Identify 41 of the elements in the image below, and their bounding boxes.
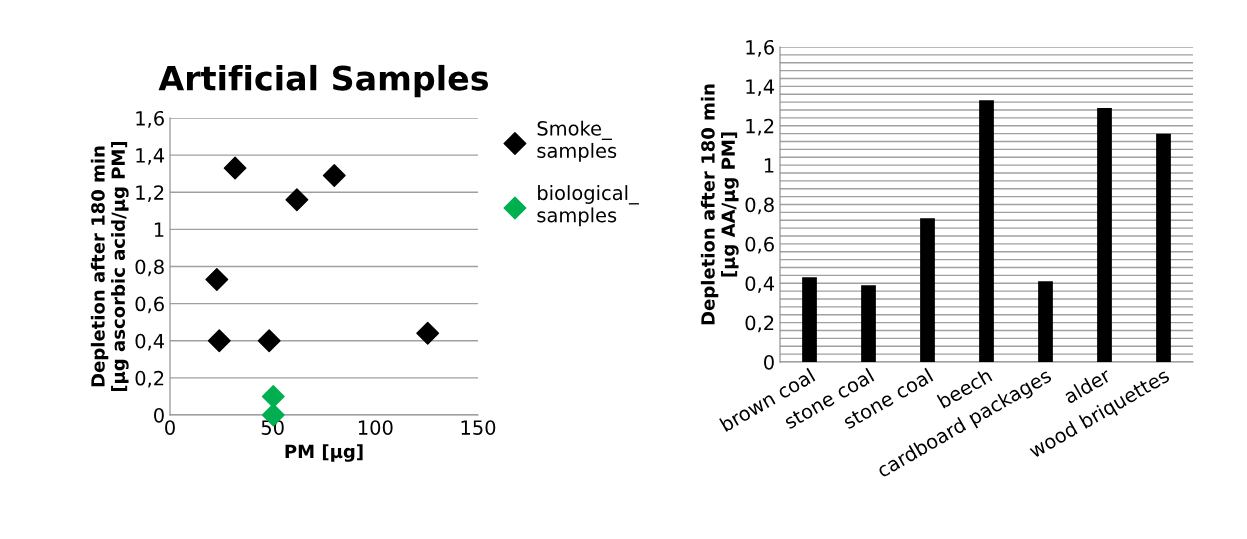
bar <box>1156 133 1171 362</box>
legend-label: Smoke_ samples <box>537 120 617 162</box>
y-tick-label: 0,6 <box>135 296 164 314</box>
y-tick-label: 0,2 <box>135 370 164 388</box>
point <box>257 329 281 353</box>
y-tick-label: 1,4 <box>746 79 775 97</box>
y-tick-label: 0,2 <box>745 315 774 333</box>
y-axis-title: Depletion after 180 min [µg AA/µg PM] <box>700 84 739 325</box>
bar <box>1038 281 1053 362</box>
y-tick-label: 1,2 <box>136 185 164 202</box>
x-tick-label: 150 <box>461 420 496 435</box>
y-tick-label: 1 <box>764 158 774 173</box>
y-tick-label: 0,4 <box>135 333 165 351</box>
y-axis-title: Depletion after 180 min [µg ascorbic acid/µg PM] <box>90 141 129 392</box>
point <box>207 329 231 353</box>
bar <box>861 285 876 362</box>
chart-title: Artificial Samples <box>158 64 489 98</box>
x-tick-label: 100 <box>358 420 393 435</box>
point <box>322 164 346 187</box>
bar <box>802 277 817 362</box>
y-tick-label: 0,6 <box>745 236 774 254</box>
y-tick-label: 1 <box>154 222 164 237</box>
point <box>416 321 440 345</box>
y-tick-label: 1,2 <box>746 118 774 136</box>
point <box>285 188 309 212</box>
x-tick-label: 0 <box>165 420 175 435</box>
y-tick-label: 1,6 <box>136 110 164 128</box>
y-tick-label: 1,6 <box>746 39 774 57</box>
bar <box>979 100 994 362</box>
y-tick-label: 0,8 <box>745 197 774 215</box>
bar <box>1097 108 1112 362</box>
bar <box>920 218 935 362</box>
point <box>205 268 229 291</box>
legend-label: biological_ samples <box>537 185 639 227</box>
point <box>223 156 247 180</box>
x-axis-title: PM [µg] <box>285 444 363 462</box>
y-tick-label: 0,8 <box>135 259 164 277</box>
y-tick-label: 0,4 <box>745 276 775 293</box>
y-tick-label: 0 <box>764 354 774 370</box>
point <box>261 384 285 408</box>
y-tick-label: 1,4 <box>136 148 165 165</box>
